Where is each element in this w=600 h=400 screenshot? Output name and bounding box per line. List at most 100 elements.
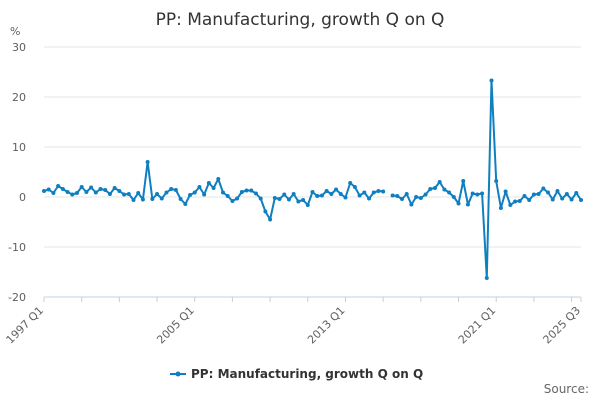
data-point[interactable] — [79, 185, 84, 189]
data-point[interactable] — [98, 187, 103, 191]
data-point[interactable] — [258, 196, 263, 201]
data-point[interactable] — [89, 185, 94, 190]
data-point[interactable] — [131, 198, 136, 202]
data-point[interactable] — [376, 189, 381, 193]
data-point[interactable] — [239, 190, 244, 194]
data-point[interactable] — [329, 192, 334, 196]
data-point[interactable] — [423, 192, 428, 197]
data-point[interactable] — [489, 78, 494, 83]
data-point[interactable] — [456, 201, 461, 206]
data-point[interactable] — [371, 190, 376, 195]
data-point[interactable] — [117, 189, 122, 193]
data-point[interactable] — [46, 187, 51, 192]
data-point[interactable] — [574, 191, 579, 195]
data-point[interactable] — [432, 186, 437, 190]
data-point[interactable] — [230, 199, 235, 203]
data-point[interactable] — [286, 197, 291, 202]
data-point[interactable] — [296, 199, 301, 204]
data-point[interactable] — [291, 192, 296, 196]
data-point[interactable] — [579, 198, 583, 202]
data-point[interactable] — [527, 198, 532, 202]
data-point[interactable] — [569, 197, 574, 202]
data-point[interactable] — [409, 202, 414, 207]
data-point[interactable] — [484, 276, 489, 280]
data-point[interactable] — [282, 192, 287, 197]
data-point[interactable] — [550, 197, 555, 202]
data-point[interactable] — [531, 192, 536, 197]
data-point[interactable] — [517, 199, 522, 203]
data-point[interactable] — [136, 191, 141, 195]
data-point[interactable] — [541, 186, 546, 191]
data-point[interactable] — [348, 181, 353, 185]
data-point[interactable] — [145, 160, 150, 164]
data-point[interactable] — [310, 190, 315, 194]
data-point[interactable] — [522, 194, 527, 198]
data-point[interactable] — [508, 203, 513, 207]
data-point[interactable] — [447, 190, 452, 195]
data-point[interactable] — [451, 195, 456, 199]
data-point[interactable] — [503, 189, 508, 194]
data-point[interactable] — [93, 190, 98, 195]
data-point[interactable] — [352, 185, 357, 189]
data-point[interactable] — [206, 181, 211, 185]
data-point[interactable] — [277, 197, 282, 201]
data-point[interactable] — [126, 192, 131, 196]
data-point[interactable] — [338, 192, 343, 196]
data-point[interactable] — [140, 197, 145, 202]
data-point[interactable] — [480, 191, 485, 196]
data-point[interactable] — [221, 190, 225, 195]
data-point[interactable] — [343, 195, 348, 200]
data-point[interactable] — [461, 179, 466, 183]
data-point[interactable] — [122, 192, 127, 197]
data-point[interactable] — [395, 194, 400, 198]
data-point[interactable] — [465, 202, 470, 207]
data-point[interactable] — [51, 191, 56, 195]
data-point[interactable] — [192, 190, 197, 195]
data-point[interactable] — [513, 199, 518, 204]
data-point[interactable] — [202, 192, 207, 197]
data-point[interactable] — [159, 196, 164, 201]
data-point[interactable] — [536, 192, 541, 196]
data-point[interactable] — [400, 197, 404, 201]
data-point[interactable] — [475, 192, 480, 197]
data-point[interactable] — [324, 189, 329, 193]
data-point[interactable] — [173, 188, 178, 192]
legend[interactable]: PP: Manufacturing, growth Q on Q — [170, 367, 423, 381]
data-point[interactable] — [319, 193, 324, 198]
data-point[interactable] — [560, 196, 565, 201]
data-point[interactable] — [404, 192, 409, 196]
data-point[interactable] — [235, 196, 240, 201]
data-point[interactable] — [381, 189, 386, 194]
data-point[interactable] — [268, 217, 273, 222]
data-point[interactable] — [74, 191, 79, 195]
data-point[interactable] — [470, 191, 475, 196]
data-point[interactable] — [197, 185, 202, 189]
data-point[interactable] — [315, 194, 320, 198]
data-point[interactable] — [42, 189, 46, 193]
data-point[interactable] — [155, 192, 160, 196]
data-point[interactable] — [253, 191, 258, 196]
data-point[interactable] — [112, 186, 117, 190]
data-point[interactable] — [442, 187, 447, 192]
data-point[interactable] — [60, 187, 65, 191]
data-point[interactable] — [390, 193, 395, 198]
data-point[interactable] — [216, 177, 221, 181]
data-point[interactable] — [362, 190, 367, 195]
data-point[interactable] — [305, 203, 310, 207]
data-point[interactable] — [183, 202, 188, 206]
data-point[interactable] — [418, 196, 423, 200]
data-point[interactable] — [367, 196, 372, 201]
data-point[interactable] — [437, 180, 442, 184]
data-point[interactable] — [357, 193, 362, 198]
data-point[interactable] — [498, 206, 503, 210]
data-point[interactable] — [178, 197, 183, 201]
data-point[interactable] — [103, 188, 108, 192]
data-point[interactable] — [555, 189, 560, 193]
data-point[interactable] — [169, 187, 174, 191]
data-point[interactable] — [65, 190, 70, 194]
data-point[interactable] — [164, 190, 169, 195]
data-point[interactable] — [301, 198, 306, 202]
data-point[interactable] — [334, 187, 339, 192]
data-point[interactable] — [428, 187, 433, 191]
data-point[interactable] — [188, 193, 193, 197]
